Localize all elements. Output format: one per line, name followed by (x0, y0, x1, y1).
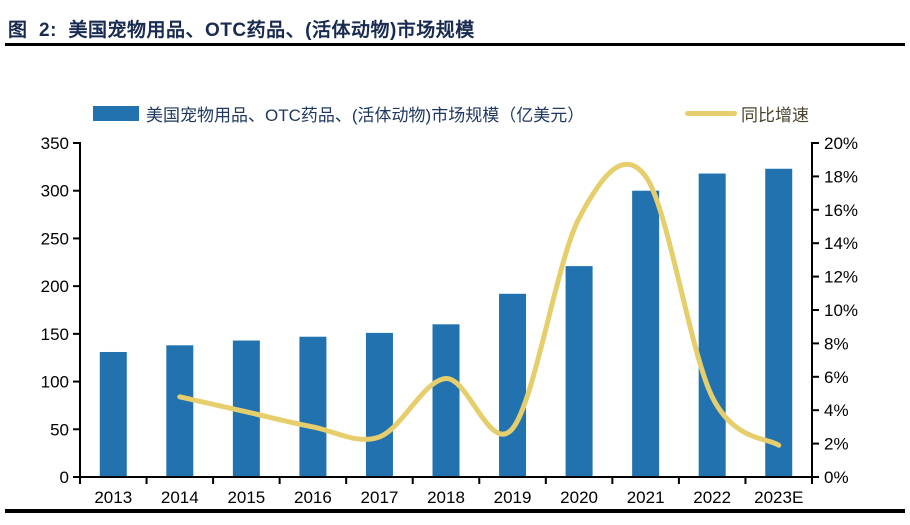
bar-2020 (565, 266, 593, 477)
legend-bar-label: 美国宠物用品、OTC药品、(活体动物)市场规模（亿美元） (146, 105, 585, 125)
right-axis-label-10%: 10% (824, 301, 858, 320)
right-axis-label-12%: 12% (824, 268, 858, 287)
right-axis-label-8%: 8% (824, 334, 849, 353)
legend-item-growth: 同比增速 (685, 103, 809, 125)
left-axis-label-200: 200 (41, 277, 69, 296)
x-axis-label-2015: 2015 (227, 488, 265, 507)
left-axis-label-100: 100 (41, 373, 69, 392)
growth-rate-line (177, 161, 782, 448)
figure-bottom-border (5, 509, 905, 513)
right-axis-label-4%: 4% (824, 401, 849, 420)
bar-2021 (632, 190, 660, 477)
legend-line-label: 同比增速 (741, 105, 809, 125)
legend-bar-swatch (93, 105, 139, 121)
x-axis-label-2022: 2022 (693, 488, 731, 507)
figure-title: 图 2: 美国宠物用品、OTC药品、(活体动物)市场规模 (8, 20, 475, 41)
x-axis-label-2018: 2018 (427, 488, 465, 507)
x-axis-label-2023E: 2023E (754, 488, 803, 507)
bar-2013 (99, 351, 127, 477)
bar-2017 (365, 332, 393, 477)
bar-2019 (499, 293, 527, 477)
legend-line-swatch (685, 110, 737, 116)
x-axis-label-2019: 2019 (494, 488, 532, 507)
title-underline (5, 43, 905, 46)
right-axis-label-14%: 14% (824, 234, 858, 253)
x-axis-label-2020: 2020 (560, 488, 598, 507)
right-axis-label-2%: 2% (824, 435, 849, 454)
bar-2016 (299, 336, 327, 477)
x-axis-label-2014: 2014 (161, 488, 199, 507)
x-axis-label-2017: 2017 (361, 488, 399, 507)
left-axis-label-350: 350 (41, 134, 69, 153)
x-axis-label-2021: 2021 (627, 488, 665, 507)
left-axis-label-0: 0 (60, 468, 69, 487)
right-axis-label-6%: 6% (824, 368, 849, 387)
x-axis-label-2013: 2013 (94, 488, 132, 507)
bar-2022 (698, 173, 726, 477)
left-axis-label-250: 250 (41, 229, 69, 248)
bar-2014 (166, 345, 194, 477)
right-axis-label-16%: 16% (824, 201, 858, 220)
right-axis-label-20%: 20% (824, 134, 858, 153)
right-axis-label-18%: 18% (824, 167, 858, 186)
bar-2023E (765, 168, 793, 477)
legend-item-market-size: 美国宠物用品、OTC药品、(活体动物)市场规模（亿美元） (93, 103, 585, 125)
right-axis-label-0%: 0% (824, 468, 849, 487)
left-axis-label-150: 150 (41, 325, 69, 344)
left-axis-label-300: 300 (41, 182, 69, 201)
x-axis-label-2016: 2016 (294, 488, 332, 507)
left-axis-label-50: 50 (50, 420, 69, 439)
bar-2018 (432, 324, 460, 477)
